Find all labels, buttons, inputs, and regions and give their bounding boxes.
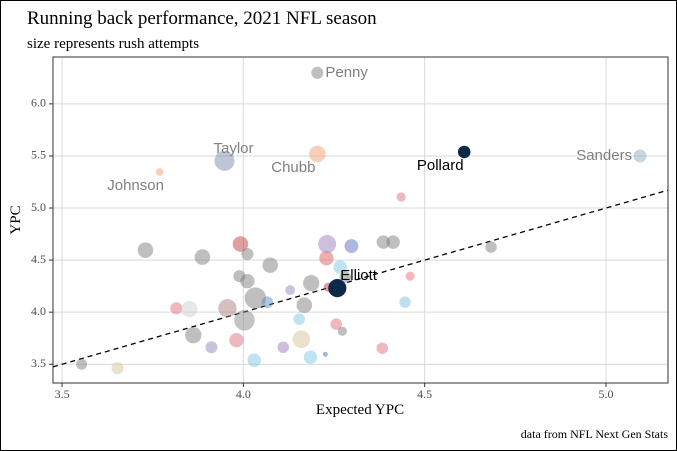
bubble xyxy=(76,358,88,370)
y-axis-label: YPC xyxy=(8,205,24,234)
bubble xyxy=(296,297,313,313)
plot-border xyxy=(52,56,669,384)
bubble xyxy=(218,299,237,318)
y-tick-label: 3.5 xyxy=(31,356,46,370)
bubble xyxy=(285,285,296,296)
x-tick-label: 3.5 xyxy=(55,387,70,401)
point-label: Johnson xyxy=(107,177,164,194)
bubble xyxy=(170,302,183,315)
chart-title: Running back performance, 2021 NFL seaso… xyxy=(27,8,377,29)
y-tick-label: 5.0 xyxy=(31,200,46,214)
y-tick-label: 6.0 xyxy=(31,96,46,110)
x-axis-label: Expected YPC xyxy=(316,402,404,418)
x-tick-label: 5.0 xyxy=(598,387,613,401)
point-label: Pollard xyxy=(417,157,464,174)
bubble xyxy=(633,149,647,163)
bubble xyxy=(185,327,202,344)
reference-line xyxy=(52,189,669,368)
bubble xyxy=(344,239,359,253)
bubble xyxy=(376,342,389,354)
bubble xyxy=(232,236,249,252)
point-label: Penny xyxy=(325,64,368,81)
bubble xyxy=(311,66,324,79)
bubble xyxy=(457,145,471,159)
x-tick-label: 4.5 xyxy=(417,387,432,401)
point-label: Sanders xyxy=(576,147,632,164)
bubble xyxy=(261,296,274,308)
bubble xyxy=(322,351,328,357)
bubble xyxy=(241,248,254,261)
bubble xyxy=(234,309,255,331)
y-tick-label: 4.0 xyxy=(31,304,46,318)
point-label: Elliott xyxy=(340,267,378,284)
y-tick-label: 5.5 xyxy=(31,148,46,162)
bubble xyxy=(229,333,244,348)
bubble xyxy=(244,287,267,309)
bubble xyxy=(376,235,391,249)
bubble xyxy=(333,260,347,274)
bubble xyxy=(318,235,337,254)
bubble xyxy=(181,300,198,318)
bubble xyxy=(328,279,347,298)
bubble xyxy=(303,274,320,292)
bubble xyxy=(292,330,311,349)
bubble xyxy=(214,150,235,171)
bubble xyxy=(309,145,326,163)
bubble xyxy=(277,341,290,354)
y-tick-label: 4.5 xyxy=(31,252,46,266)
bubble xyxy=(194,249,211,265)
bubble xyxy=(319,250,334,266)
bubble xyxy=(399,296,411,308)
bubble xyxy=(262,257,278,273)
point-label: Taylor xyxy=(214,140,254,157)
bubble xyxy=(205,341,218,354)
bubble xyxy=(330,318,342,330)
bubble xyxy=(247,353,261,368)
bubble xyxy=(111,362,124,375)
bubble xyxy=(337,326,347,336)
chart-subtitle: size represents rush attempts xyxy=(27,36,199,52)
bubble xyxy=(137,242,154,258)
point-label: Chubb xyxy=(271,159,315,176)
x-tick-label: 4.0 xyxy=(236,387,251,401)
caption: data from NFL Next Gen Stats xyxy=(521,427,669,441)
bubble xyxy=(396,192,406,202)
bubble xyxy=(303,350,318,365)
bubble xyxy=(485,241,497,253)
bubble xyxy=(240,273,255,289)
bubble xyxy=(155,168,164,176)
bubble xyxy=(293,313,305,325)
bubble xyxy=(386,235,400,249)
bubble xyxy=(339,271,352,283)
bubble xyxy=(405,271,415,281)
